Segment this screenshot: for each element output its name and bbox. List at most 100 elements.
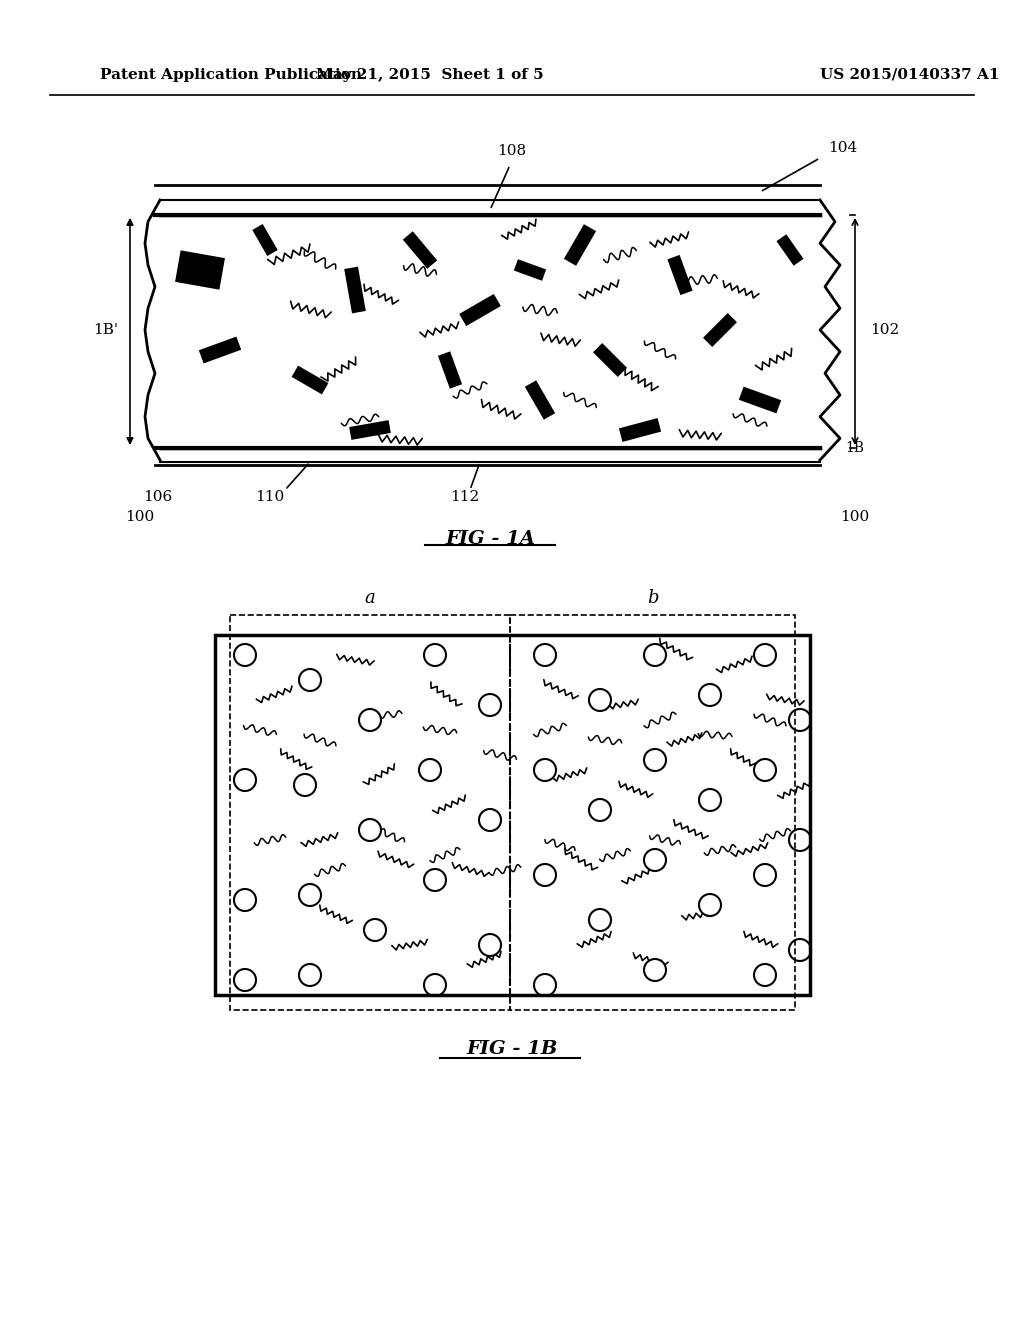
Ellipse shape — [359, 818, 381, 841]
Polygon shape — [345, 840, 375, 859]
Polygon shape — [618, 418, 662, 442]
Polygon shape — [438, 351, 462, 388]
Ellipse shape — [299, 964, 321, 986]
Ellipse shape — [754, 644, 776, 667]
Ellipse shape — [644, 644, 666, 667]
Polygon shape — [776, 234, 804, 265]
Polygon shape — [564, 224, 596, 265]
Polygon shape — [658, 805, 682, 834]
Ellipse shape — [299, 884, 321, 906]
Ellipse shape — [419, 759, 441, 781]
Text: 100: 100 — [125, 510, 155, 524]
Text: 110: 110 — [255, 490, 285, 504]
Polygon shape — [738, 387, 781, 413]
Text: b: b — [647, 589, 658, 607]
Polygon shape — [393, 775, 407, 805]
Polygon shape — [199, 337, 242, 363]
Polygon shape — [575, 657, 604, 684]
Polygon shape — [730, 824, 751, 855]
Ellipse shape — [699, 894, 721, 916]
Polygon shape — [270, 931, 300, 950]
Text: 112: 112 — [451, 490, 479, 504]
Polygon shape — [411, 945, 439, 974]
Polygon shape — [535, 705, 556, 735]
Text: FIG - 1A: FIG - 1A — [445, 531, 535, 548]
Polygon shape — [611, 925, 639, 956]
Polygon shape — [716, 737, 744, 763]
Polygon shape — [323, 655, 338, 685]
Ellipse shape — [534, 865, 556, 886]
Ellipse shape — [754, 759, 776, 781]
Ellipse shape — [479, 694, 501, 715]
Ellipse shape — [234, 644, 256, 667]
Polygon shape — [456, 814, 474, 845]
Ellipse shape — [479, 809, 501, 832]
Bar — [215, 635, 810, 995]
Ellipse shape — [299, 669, 321, 690]
Bar — [215, 635, 810, 995]
Ellipse shape — [534, 974, 556, 997]
Ellipse shape — [790, 709, 811, 731]
Ellipse shape — [790, 829, 811, 851]
Polygon shape — [707, 644, 733, 676]
Polygon shape — [775, 952, 805, 969]
Text: Patent Application Publication: Patent Application Publication — [100, 69, 362, 82]
Polygon shape — [514, 259, 546, 281]
Polygon shape — [349, 420, 391, 440]
Polygon shape — [292, 366, 329, 395]
Polygon shape — [668, 255, 692, 296]
Polygon shape — [480, 961, 510, 979]
Ellipse shape — [424, 974, 446, 997]
Text: 1B: 1B — [845, 441, 864, 455]
Text: 106: 106 — [143, 490, 173, 504]
Text: 100: 100 — [840, 510, 869, 524]
Ellipse shape — [424, 869, 446, 891]
Polygon shape — [649, 718, 681, 742]
Polygon shape — [459, 294, 501, 326]
Ellipse shape — [234, 969, 256, 991]
Polygon shape — [379, 685, 401, 715]
Ellipse shape — [699, 684, 721, 706]
Polygon shape — [672, 884, 688, 916]
Ellipse shape — [589, 689, 611, 711]
Polygon shape — [593, 343, 627, 378]
Ellipse shape — [234, 888, 256, 911]
Ellipse shape — [534, 759, 556, 781]
Ellipse shape — [589, 799, 611, 821]
Polygon shape — [524, 635, 556, 655]
Polygon shape — [769, 755, 791, 785]
Polygon shape — [540, 788, 570, 812]
Text: May 21, 2015  Sheet 1 of 5: May 21, 2015 Sheet 1 of 5 — [316, 69, 544, 82]
Polygon shape — [525, 380, 555, 420]
Polygon shape — [450, 725, 470, 756]
Ellipse shape — [534, 644, 556, 667]
Polygon shape — [255, 704, 275, 737]
Polygon shape — [175, 251, 225, 289]
Polygon shape — [160, 215, 820, 447]
Ellipse shape — [589, 909, 611, 931]
Polygon shape — [567, 940, 583, 970]
Polygon shape — [331, 746, 359, 775]
Polygon shape — [344, 267, 366, 313]
Ellipse shape — [359, 709, 381, 731]
Polygon shape — [270, 788, 300, 812]
Ellipse shape — [424, 644, 446, 667]
Text: FIG - 1B: FIG - 1B — [466, 1040, 558, 1059]
Ellipse shape — [234, 770, 256, 791]
Ellipse shape — [754, 964, 776, 986]
Ellipse shape — [479, 935, 501, 956]
Polygon shape — [548, 861, 572, 890]
Polygon shape — [600, 841, 630, 859]
Text: US 2015/0140337 A1: US 2015/0140337 A1 — [820, 69, 999, 82]
Polygon shape — [777, 854, 793, 886]
Text: a: a — [365, 589, 376, 607]
Polygon shape — [703, 313, 737, 347]
Polygon shape — [755, 667, 785, 693]
Text: 104: 104 — [828, 141, 857, 154]
Polygon shape — [240, 642, 270, 659]
Ellipse shape — [644, 849, 666, 871]
Polygon shape — [348, 924, 373, 956]
Ellipse shape — [754, 865, 776, 886]
Text: 102: 102 — [870, 323, 899, 337]
Ellipse shape — [644, 960, 666, 981]
